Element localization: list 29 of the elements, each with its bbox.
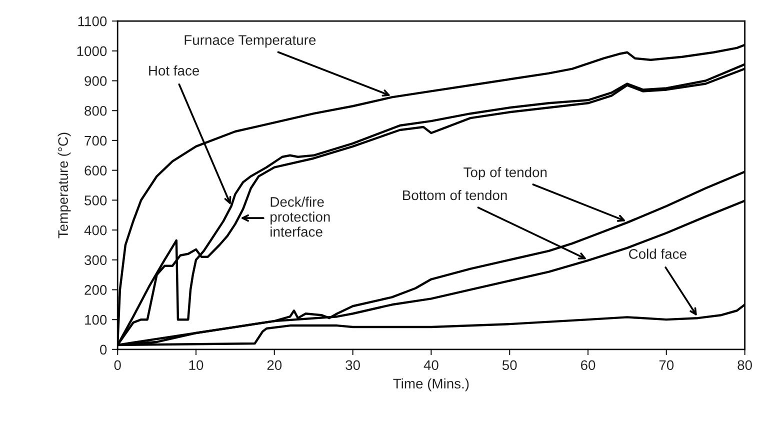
y-tick-label: 500 <box>84 196 107 206</box>
annotation: Bottom of tendon <box>403 190 507 200</box>
x-tick-label: 60 <box>580 360 596 370</box>
y-tick-label: 400 <box>84 225 107 236</box>
y-tick-label: 0 <box>100 344 107 355</box>
y-tick-label: 200 <box>84 285 107 295</box>
y-tick-label: 100 <box>85 314 107 325</box>
x-axis-title: Time (Mins.) <box>393 378 469 392</box>
annotation: Hot face <box>149 65 200 76</box>
y-tick-label: 1000 <box>77 46 107 56</box>
x-tick-label: 80 <box>738 360 752 370</box>
x-tick-label: 70 <box>659 360 674 370</box>
y-tick-label: 800 <box>84 106 107 116</box>
y-tick-label: 900 <box>84 76 107 86</box>
x-tick-label: 50 <box>502 360 517 370</box>
y-axis-title: Temperature (°C) <box>58 132 71 238</box>
x-tick-label: 0 <box>114 360 121 370</box>
x-tick-label: 30 <box>346 360 360 370</box>
x-tick-label: 20 <box>267 360 282 370</box>
x-tick-label: 10 <box>189 360 204 370</box>
y-tick-label: 600 <box>84 166 107 176</box>
y-tick-label: 700 <box>84 136 107 146</box>
annotation: Furnace Temperature <box>184 35 316 48</box>
annotation: Cold face <box>629 248 686 259</box>
y-tick-label: 1100 <box>78 16 107 26</box>
y-tick-label: 300 <box>84 255 107 266</box>
x-tick-label: 40 <box>424 360 438 370</box>
annotation: Top of tendon <box>464 167 547 180</box>
annotation: Deck/fire protection interface <box>270 196 330 237</box>
